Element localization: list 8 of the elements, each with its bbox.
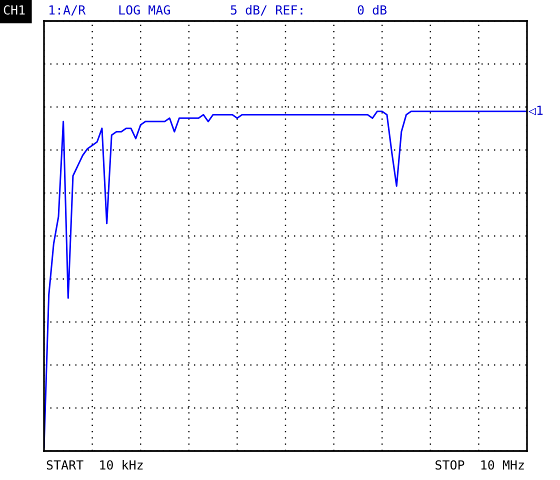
text: 5 dB/ REF: (230, 4, 302, 16)
text: ◁1 (528, 106, 543, 116)
text: STOP 10 MHz (436, 460, 524, 470)
text: 1:A/R (50, 5, 86, 16)
text: START 10 kHz (46, 460, 143, 470)
text: 0 dB (358, 4, 387, 15)
text: CH1 (4, 5, 25, 15)
text: LOG MAG (119, 5, 170, 15)
